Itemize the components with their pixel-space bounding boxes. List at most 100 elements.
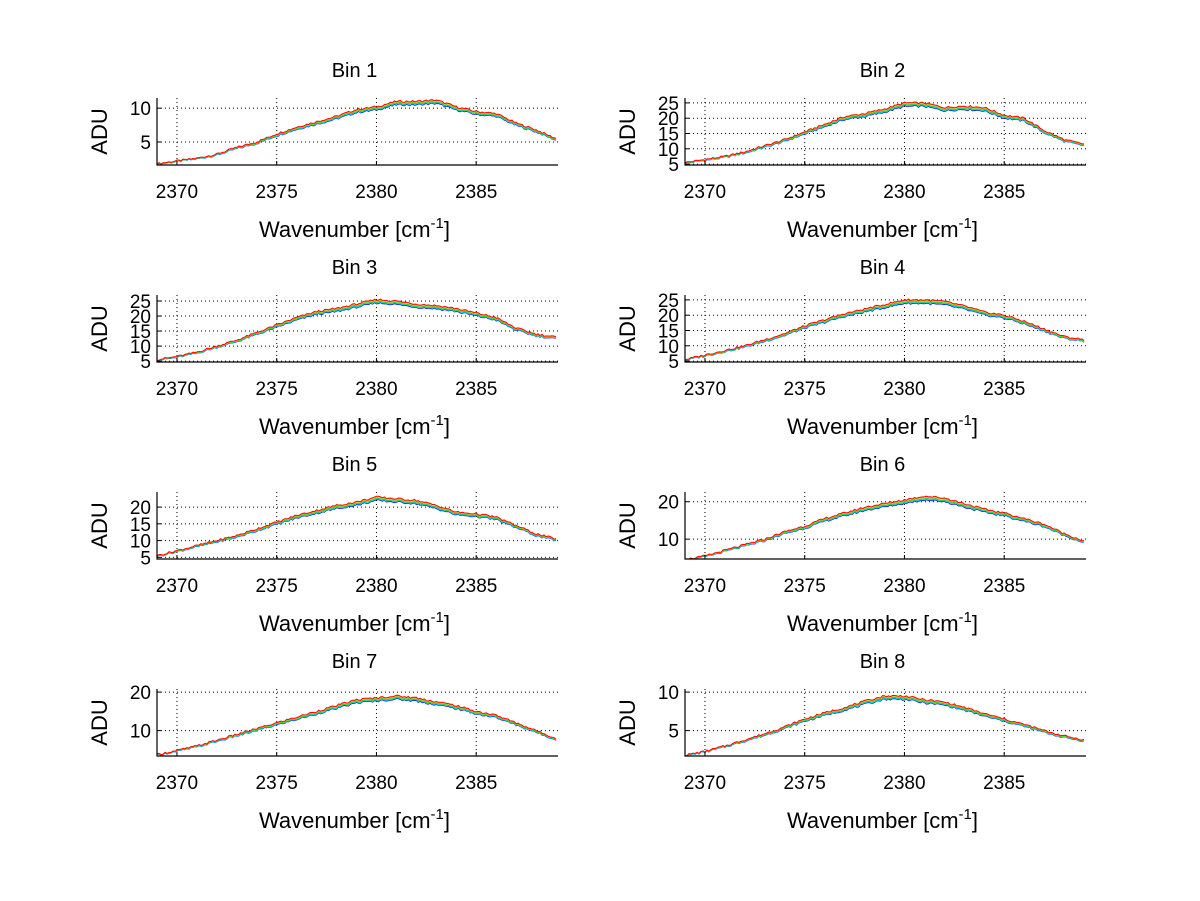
x-tick-label: 2375 xyxy=(784,182,826,203)
y-axis-label: ADU xyxy=(615,305,640,351)
series-line-3 xyxy=(156,300,557,362)
x-tick-label: 2385 xyxy=(455,773,497,794)
y-axis-label: ADU xyxy=(87,502,112,548)
y-tick-label: 15 xyxy=(658,124,679,145)
x-tick-label: 2370 xyxy=(156,379,198,400)
x-tick-label: 2370 xyxy=(684,379,726,400)
series-line-1 xyxy=(156,301,557,362)
x-tick-label: 2370 xyxy=(684,576,726,597)
subplot-title: Bin 1 xyxy=(332,60,378,82)
x-tick-label: 2370 xyxy=(156,773,198,794)
subplot-bin-8: 2370 2375 2380 2385 5 10 Bin 8 ADU Wavenumber [c… xyxy=(615,651,1086,833)
y-tick-label: 10 xyxy=(658,140,679,161)
x-axis-label: Wavenumber [cm-1] xyxy=(259,806,450,833)
subplot-title: Bin 6 xyxy=(860,454,906,476)
y-tick-label: 25 xyxy=(658,291,679,312)
y-tick-label: 5 xyxy=(668,352,679,373)
y-tick-label: 25 xyxy=(658,94,679,115)
y-tick-label: 20 xyxy=(658,493,679,514)
x-axis-label-superscript: -1 xyxy=(431,215,444,232)
series-line-5 xyxy=(156,298,557,361)
subplot-title: Bin 4 xyxy=(860,257,906,279)
series-line-3 xyxy=(684,103,1084,165)
y-tick-label: 20 xyxy=(130,307,151,328)
x-axis-label-superscript: -1 xyxy=(431,806,444,823)
x-tick-label: 2385 xyxy=(455,379,497,400)
series-line-5 xyxy=(685,495,1085,560)
y-tick-label: 10 xyxy=(658,530,679,551)
x-axis-label-suffix: ] xyxy=(972,217,978,242)
x-tick-label: 2380 xyxy=(355,576,397,597)
x-tick-label: 2380 xyxy=(883,182,925,203)
series-line-5 xyxy=(156,694,557,756)
subplot-title: Bin 7 xyxy=(332,651,378,673)
series-line-5 xyxy=(156,495,557,557)
x-axis-label: Wavenumber [cm-1] xyxy=(259,412,450,439)
y-tick-label: 10 xyxy=(130,532,151,553)
x-axis-label: Wavenumber [cm-1] xyxy=(787,215,978,242)
y-axis-label: ADU xyxy=(615,699,640,745)
x-tick-label: 2375 xyxy=(256,773,298,794)
series-line-2 xyxy=(156,301,557,362)
x-tick-label: 2380 xyxy=(355,379,397,400)
x-tick-label: 2385 xyxy=(983,773,1025,794)
y-axis-label: ADU xyxy=(87,305,112,351)
subplot-title: Bin 8 xyxy=(860,651,906,673)
series-line-1 xyxy=(684,301,1085,362)
series-line-2 xyxy=(684,301,1085,362)
x-axis-label-text: Wavenumber [cm xyxy=(787,808,959,833)
x-tick-label: 2375 xyxy=(784,773,826,794)
series-line-3 xyxy=(684,300,1085,361)
x-axis-label-suffix: ] xyxy=(444,217,450,242)
x-tick-label: 2385 xyxy=(455,182,497,203)
axes xyxy=(156,689,558,757)
subplot-title: Bin 3 xyxy=(332,257,378,279)
y-tick-label: 20 xyxy=(130,683,151,704)
x-axis-label: Wavenumber [cm-1] xyxy=(787,412,978,439)
x-axis-label: Wavenumber [cm-1] xyxy=(259,609,450,636)
x-tick-label: 2385 xyxy=(983,576,1025,597)
y-axis-label: ADU xyxy=(615,502,640,548)
x-axis-label-superscript: -1 xyxy=(959,806,972,823)
x-tick-label: 2375 xyxy=(256,576,298,597)
subplot-bin-1: 2370 2375 2380 2385 5 10 Bin 1 ADU Wavenumber [c… xyxy=(87,60,558,242)
series-line-1 xyxy=(685,499,1085,560)
y-axis-label: ADU xyxy=(87,108,112,154)
y-tick-label: 5 xyxy=(140,548,151,569)
x-axis-label-text: Wavenumber [cm xyxy=(259,414,431,439)
series-line-1 xyxy=(685,698,1085,757)
y-tick-label: 15 xyxy=(130,515,151,536)
series-line-2 xyxy=(157,697,557,756)
y-tick-label: 20 xyxy=(130,498,151,519)
x-tick-label: 2385 xyxy=(983,182,1025,203)
axes xyxy=(684,98,1086,166)
x-tick-label: 2375 xyxy=(784,379,826,400)
y-tick-label: 15 xyxy=(130,322,151,343)
x-axis-label-text: Wavenumber [cm xyxy=(259,611,431,636)
x-axis-label-text: Wavenumber [cm xyxy=(787,217,959,242)
y-tick-label: 10 xyxy=(130,99,151,120)
x-tick-label: 2385 xyxy=(455,576,497,597)
x-axis-label-text: Wavenumber [cm xyxy=(787,611,959,636)
series-line-5 xyxy=(684,101,1084,164)
x-axis-label-superscript: -1 xyxy=(959,215,972,232)
x-axis-label-suffix: ] xyxy=(972,808,978,833)
x-axis-label-text: Wavenumber [cm xyxy=(259,808,431,833)
y-tick-label: 20 xyxy=(658,306,679,327)
y-tick-label: 15 xyxy=(658,321,679,342)
x-tick-label: 2375 xyxy=(784,576,826,597)
subplot-bin-7: 2370 2375 2380 2385 10 20 Bin 7 ADU Wavenumber [… xyxy=(87,651,558,833)
x-tick-label: 2385 xyxy=(983,379,1025,400)
x-tick-label: 2370 xyxy=(156,576,198,597)
subplot-title: Bin 2 xyxy=(860,60,906,82)
x-tick-label: 2380 xyxy=(883,773,925,794)
x-axis-label-suffix: ] xyxy=(972,611,978,636)
x-tick-label: 2380 xyxy=(883,576,925,597)
y-tick-label: 5 xyxy=(668,155,679,176)
x-axis-label-superscript: -1 xyxy=(959,609,972,626)
x-tick-label: 2370 xyxy=(156,182,198,203)
y-tick-label: 20 xyxy=(658,109,679,130)
